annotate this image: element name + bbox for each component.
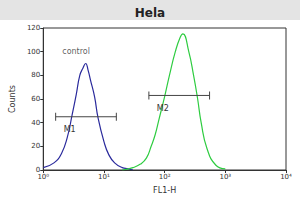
svg-text:120: 120	[27, 24, 40, 32]
svg-text:0: 0	[35, 166, 41, 174]
svg-text:80: 80	[31, 71, 40, 79]
svg-text:M2: M2	[157, 104, 169, 113]
svg-text:20: 20	[31, 142, 40, 150]
svg-text:FL1-H: FL1-H	[153, 186, 176, 195]
svg-text:10²: 10²	[159, 173, 171, 181]
svg-text:100: 100	[27, 48, 40, 56]
svg-text:10⁰: 10⁰	[37, 173, 49, 181]
svg-text:10¹: 10¹	[98, 173, 110, 181]
svg-text:Counts: Counts	[8, 85, 17, 113]
svg-text:60: 60	[31, 95, 40, 103]
svg-text:10³: 10³	[219, 173, 231, 181]
svg-text:Hela: Hela	[135, 6, 165, 20]
svg-text:10⁴: 10⁴	[280, 173, 292, 181]
svg-text:M1: M1	[64, 125, 76, 134]
svg-text:control: control	[62, 47, 90, 56]
svg-text:40: 40	[31, 119, 40, 127]
